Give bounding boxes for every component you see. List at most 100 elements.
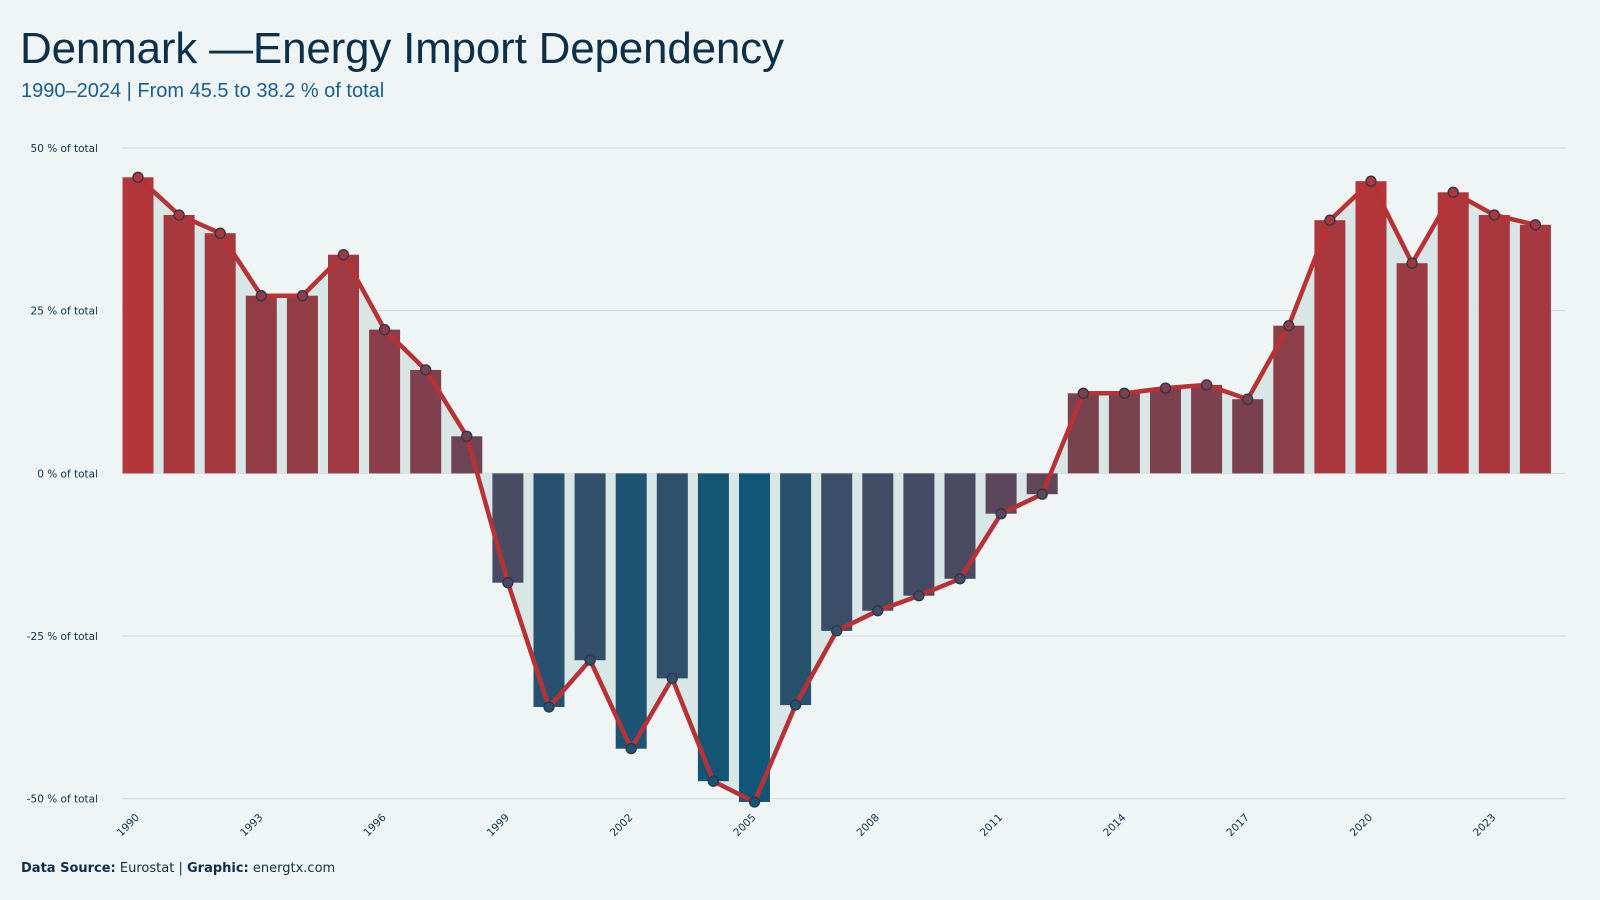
point-layer [132, 171, 1542, 808]
x-tick-label: 2005 [731, 812, 758, 839]
point-1992 [214, 227, 226, 239]
bar-2013 [1067, 393, 1099, 474]
x-tick-label: 2017 [1224, 812, 1251, 839]
point-2012 [1036, 488, 1048, 500]
point-1997 [420, 364, 432, 376]
point-2005 [748, 796, 761, 808]
area-fill [138, 177, 1536, 803]
x-tick-label: 1999 [485, 812, 512, 839]
source-note: Data Source: Eurostat | Graphic: energtx… [21, 861, 335, 877]
graphic-label: Graphic: [186, 861, 249, 876]
bar-2001 [574, 473, 606, 661]
bar-1999 [492, 473, 524, 583]
x-tick-label: 2014 [1101, 811, 1129, 839]
point-1999 [502, 577, 514, 589]
point-2015 [1159, 382, 1172, 394]
point-2008 [872, 605, 884, 617]
bar-2021 [1396, 263, 1428, 474]
bar-2007 [821, 473, 853, 631]
x-tick-label: 2008 [855, 812, 882, 839]
bar-2023 [1478, 215, 1510, 474]
point-2003 [666, 672, 678, 685]
area-layer [138, 177, 1536, 803]
bar-2016 [1191, 384, 1223, 474]
point-1998 [461, 430, 473, 442]
bar-2011 [985, 473, 1017, 514]
bar-1994 [286, 295, 318, 474]
point-1995 [337, 249, 350, 261]
bar-2014 [1108, 393, 1140, 474]
point-2021 [1406, 257, 1418, 269]
point-2010 [954, 573, 966, 585]
point-1996 [378, 323, 391, 336]
point-2016 [1200, 379, 1213, 391]
point-2024 [1529, 219, 1542, 231]
grid-layer [122, 147, 1566, 800]
point-2018 [1283, 320, 1295, 332]
y-tick-label: -25 % of total [27, 631, 98, 643]
point-2013 [1077, 387, 1089, 399]
y-tick-label: -50 % of total [27, 794, 98, 806]
bar-2003 [656, 473, 688, 679]
bar-1996 [369, 329, 401, 474]
source-value: Eurostat [119, 861, 175, 876]
graphic-value: energtx.com [252, 861, 336, 876]
y-tick-label: 0 % of total [37, 468, 98, 480]
point-2004 [707, 775, 720, 787]
bar-2006 [780, 473, 812, 706]
point-2002 [625, 742, 637, 755]
bar-1992 [204, 233, 236, 474]
line-layer [135, 175, 1538, 805]
bar-1990 [122, 177, 154, 474]
bar-1998 [451, 436, 483, 474]
point-2020 [1365, 175, 1377, 187]
series-line [135, 175, 1538, 805]
chart-subtitle: 1990–2024 | From 45.5 to 38.2 % of total [21, 80, 385, 102]
bar-2009 [903, 473, 935, 596]
point-2000 [543, 701, 555, 713]
point-1990 [132, 171, 144, 183]
bar-1993 [245, 295, 277, 474]
bar-1995 [328, 254, 359, 474]
point-2007 [831, 625, 843, 637]
bar-2012 [1026, 473, 1058, 495]
y-tick-label: 50 % of total [31, 143, 98, 155]
x-tick-label: 2020 [1348, 812, 1375, 839]
source-label: Data Source: [21, 861, 116, 876]
bar-2017 [1232, 399, 1264, 474]
bar-2019 [1314, 220, 1346, 474]
point-2011 [995, 508, 1007, 520]
bar-layer [122, 177, 1551, 802]
source-separator: | [178, 861, 183, 876]
bar-2020 [1355, 181, 1387, 474]
point-1993 [255, 290, 267, 302]
bar-1997 [410, 369, 442, 474]
point-2023 [1488, 209, 1500, 221]
x-tick-label: 1993 [238, 812, 265, 839]
x-tick-labels: 1990 1993 1996 1999 2002 2005 2008 2011 2014 2017… [115, 811, 1499, 839]
point-2006 [789, 699, 802, 711]
bar-2005 [739, 473, 770, 802]
y-tick-labels: 50 % of total 25 % of total 0 % of total -2… [27, 143, 98, 806]
x-tick-label: 2002 [608, 812, 635, 839]
point-2009 [913, 590, 925, 602]
x-tick-label: 1990 [115, 812, 142, 839]
bar-2015 [1150, 388, 1181, 474]
y-tick-label: 25 % of total [31, 306, 98, 318]
bar-2004 [697, 473, 729, 782]
point-2017 [1242, 393, 1254, 405]
bar-2002 [615, 473, 647, 749]
x-tick-label: 2023 [1471, 812, 1498, 839]
bar-2008 [862, 473, 894, 611]
point-2014 [1118, 387, 1131, 399]
bar-2022 [1437, 192, 1469, 474]
point-2001 [584, 654, 596, 666]
point-1994 [296, 290, 309, 302]
x-tick-label: 1996 [361, 811, 389, 839]
bar-1991 [163, 215, 195, 474]
chart-title: Denmark —Energy Import Dependency [20, 24, 784, 73]
bar-2024 [1519, 224, 1551, 474]
bar-2010 [944, 473, 976, 579]
point-1991 [173, 209, 185, 221]
